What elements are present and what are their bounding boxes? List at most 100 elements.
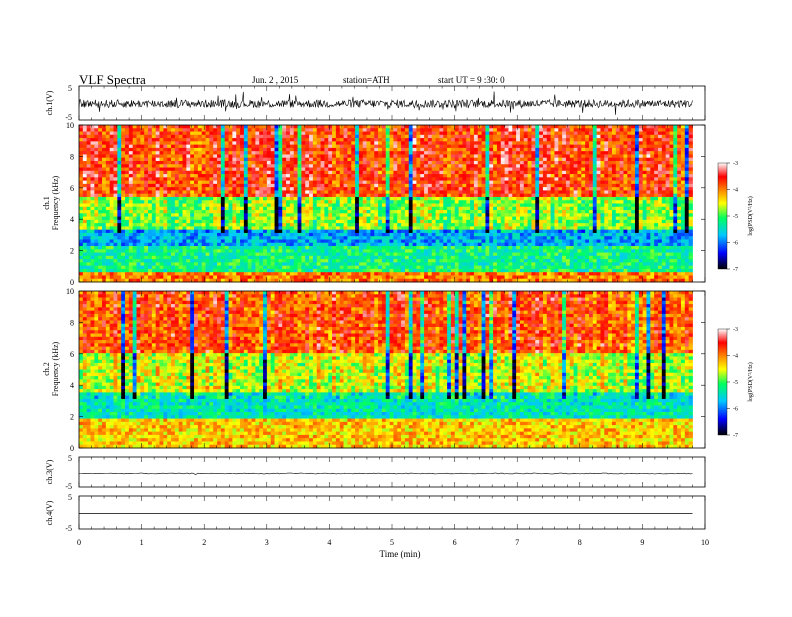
spectrogram-cell — [366, 203, 371, 208]
spectrogram-cell — [263, 187, 268, 191]
spectrogram-cell — [205, 170, 210, 175]
spectrogram-cell — [404, 154, 410, 159]
spectrogram-cell — [232, 206, 237, 211]
spectrogram-cell — [512, 151, 517, 155]
spectrogram-cell — [240, 134, 245, 139]
spectrogram-cell — [224, 187, 229, 191]
spectrogram-cell — [408, 147, 413, 152]
spectrogram-cell — [435, 210, 440, 214]
spectrogram-cell — [604, 125, 609, 129]
spectrogram-cell — [673, 193, 678, 198]
spectrogram-cell — [171, 174, 176, 178]
spectrogram-cell — [293, 200, 298, 204]
spectrogram-cell — [194, 213, 199, 217]
spectrogram-cell — [197, 144, 203, 149]
spectrogram-cell — [247, 134, 252, 139]
spectrogram-cell — [623, 160, 628, 165]
spectrogram-cell — [466, 141, 471, 146]
spectrogram-cell — [439, 196, 444, 201]
spectrogram-cell — [654, 223, 659, 227]
spectrogram-cell — [619, 144, 624, 149]
spectrogram-cell — [608, 187, 613, 191]
spectrogram-cell — [113, 141, 118, 146]
spectrogram-cell — [493, 144, 498, 149]
spectrogram-cell — [565, 144, 571, 149]
spectrogram-cell — [358, 157, 364, 162]
spectrogram-cell — [286, 147, 291, 152]
spectrogram-cell — [435, 128, 440, 132]
spectrogram-cell — [558, 203, 563, 208]
spectrogram-cell — [631, 134, 636, 139]
spectrogram-cell — [615, 210, 621, 214]
spectrogram-cell — [512, 193, 517, 198]
spectrogram-cell — [646, 164, 651, 168]
spectrogram-cell — [615, 170, 621, 175]
spectrogram-cell — [378, 167, 383, 172]
spectrogram-cell — [443, 223, 448, 227]
spectrogram-cell — [236, 210, 241, 214]
spectrogram-cell — [289, 174, 295, 178]
spectrogram-cell — [462, 167, 467, 172]
spectrogram-cell — [654, 154, 659, 159]
spectrogram-cell — [224, 174, 229, 178]
spectrogram-cell — [665, 193, 670, 198]
spectrogram-cell — [125, 147, 130, 152]
spectrogram-cell — [523, 216, 528, 221]
spectrogram-cell — [312, 164, 318, 168]
spectrogram-cell — [473, 190, 479, 195]
spectrogram-cell — [508, 174, 513, 178]
spectrogram-cell — [209, 190, 214, 195]
spectrogram-cell — [431, 164, 436, 168]
spectrogram-cell — [282, 196, 287, 201]
spectrogram-cell — [627, 180, 632, 185]
spectrogram-cell — [213, 151, 218, 155]
spectrogram-cell — [592, 164, 598, 168]
spectrogram-cell — [232, 196, 237, 201]
spectrogram-cell — [485, 141, 490, 146]
spectrogram-cell — [232, 180, 237, 185]
spectrogram-cell — [404, 196, 410, 201]
spectrogram-cell — [385, 196, 390, 201]
spectrogram-cell — [420, 174, 425, 178]
spectrogram-cell — [178, 213, 183, 217]
spectrogram-cell — [286, 160, 291, 165]
spectrogram-cell — [378, 154, 383, 159]
spectrogram-cell — [504, 203, 509, 208]
spectrogram-cell — [588, 180, 594, 185]
spectrogram-cell — [619, 151, 624, 155]
spectrogram-cell — [550, 190, 555, 195]
spectrogram-cell — [232, 164, 237, 168]
spectrogram-cell — [289, 138, 295, 142]
spectrogram-cell — [94, 180, 99, 185]
spectrogram-cell — [236, 144, 241, 149]
spectrogram-cell — [638, 177, 644, 181]
spectrogram-cell — [355, 196, 360, 201]
spectrogram-cell — [297, 144, 302, 149]
spectrogram-cell — [542, 223, 548, 227]
spectrogram-cell — [447, 177, 452, 181]
spectrogram-cell — [328, 187, 333, 191]
spectrogram-cell — [573, 216, 578, 221]
spectrogram-cell — [642, 164, 647, 168]
spectrogram-cell — [282, 154, 287, 159]
spectrogram-cell — [615, 164, 621, 168]
spectrogram-cell — [213, 177, 218, 181]
spectrogram-cell — [355, 190, 360, 195]
spectrogram-cell — [259, 183, 264, 188]
spectrogram-cell — [435, 206, 440, 211]
spectrogram-cell — [194, 151, 199, 155]
spectrogram-cell — [435, 154, 440, 159]
spectrogram-cell — [588, 196, 594, 201]
spectrogram-cell — [117, 170, 122, 175]
spectrogram-cell — [266, 164, 272, 168]
spectrogram-cell — [569, 203, 575, 208]
spectrogram-cell — [247, 203, 252, 208]
spectrogram-cell — [297, 200, 302, 204]
spectrogram-cell — [374, 134, 379, 139]
spectrogram-cell — [305, 147, 310, 152]
spectrogram-cell — [144, 193, 149, 198]
spectrogram-cell — [565, 177, 571, 181]
spectrogram-cell — [182, 134, 187, 139]
spectrogram-cell — [366, 174, 371, 178]
spectrogram-cell — [82, 213, 88, 217]
